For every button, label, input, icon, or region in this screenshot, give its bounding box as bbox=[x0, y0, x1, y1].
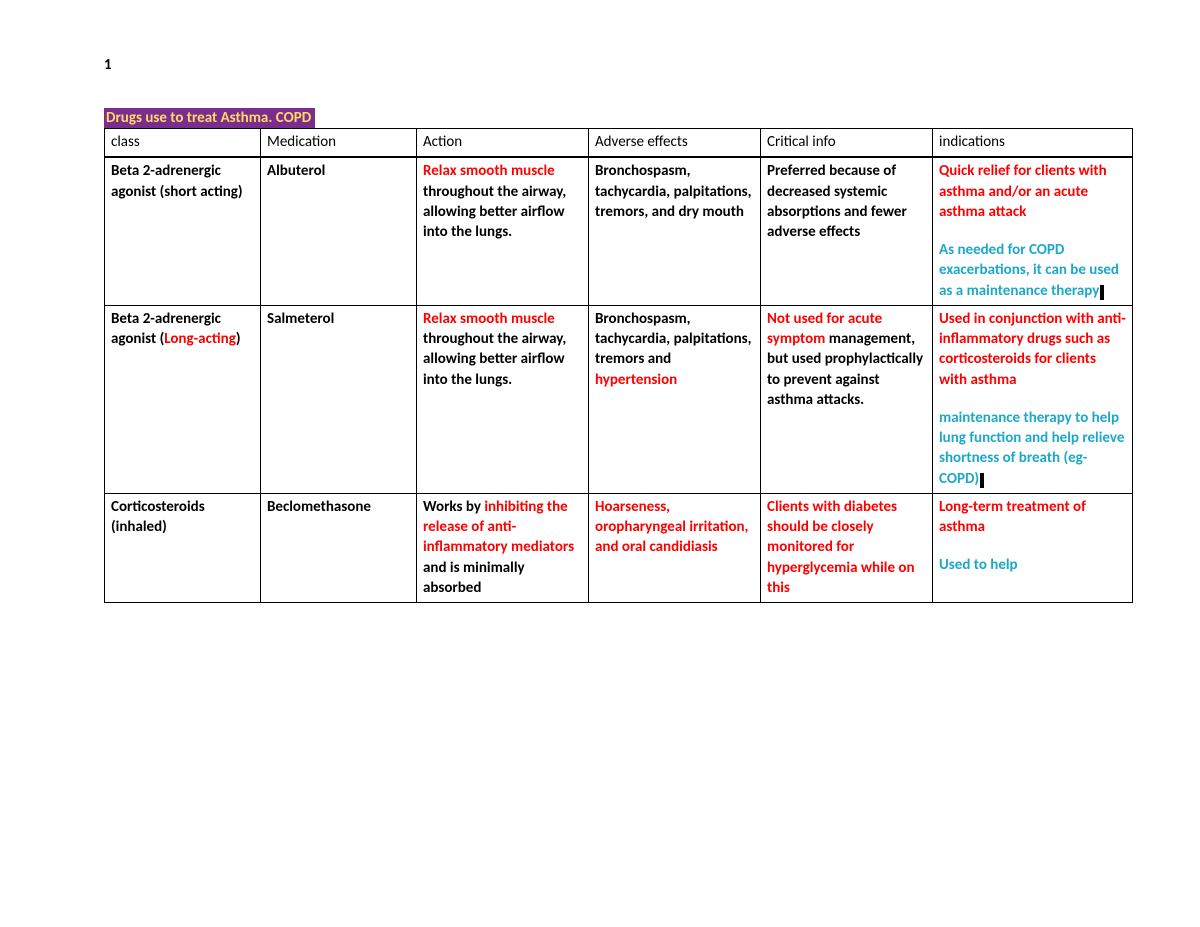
indication-secondary: maintenance therapy to help lung functio… bbox=[939, 408, 1126, 489]
text-run: throughout the airway, allowing better a… bbox=[423, 183, 566, 242]
cell-indications: Long-term treatment of asthma Used to hel… bbox=[933, 493, 1133, 602]
text-run: Bronchospasm, tachycardia, palpitations,… bbox=[595, 310, 752, 369]
text-run: hypertension bbox=[595, 371, 677, 389]
drug-table: class Medication Action Adverse effects … bbox=[104, 128, 1133, 603]
indication-secondary: As needed for COPD exacerbations, it can… bbox=[939, 240, 1126, 301]
cell-critical: Not used for acute symptom management, b… bbox=[761, 305, 933, 493]
col-medication: Medication bbox=[261, 129, 417, 158]
cell-medication: Beclomethasone bbox=[261, 493, 417, 602]
text-cursor-mark bbox=[980, 473, 984, 488]
cell-class: Corticosteroids (inhaled) bbox=[105, 493, 261, 602]
text-run: As needed for COPD exacerbations, it can… bbox=[939, 241, 1119, 300]
indication-primary: Quick relief for clients with asthma and… bbox=[939, 161, 1126, 222]
table-body: Beta 2-adrenergic agonist (short acting)… bbox=[105, 157, 1133, 602]
col-indications: indications bbox=[933, 129, 1133, 158]
indication-secondary: Used to help bbox=[939, 555, 1126, 575]
page-number: 1 bbox=[104, 56, 1136, 74]
cell-medication: Albuterol bbox=[261, 157, 417, 305]
col-class: class bbox=[105, 129, 261, 158]
col-adverse: Adverse effects bbox=[589, 129, 761, 158]
text-run: Corticosteroids (inhaled) bbox=[111, 498, 205, 536]
text-cursor-mark bbox=[1100, 285, 1104, 300]
text-run: Quick relief for clients with asthma and… bbox=[939, 162, 1107, 221]
text-run: Used in conjunction with anti-inflammato… bbox=[939, 310, 1126, 389]
header-row: class Medication Action Adverse effects … bbox=[105, 129, 1133, 158]
text-run: Beta 2-adrenergic agonist (short acting) bbox=[111, 162, 243, 200]
text-run: and is minimally absorbed bbox=[423, 559, 525, 597]
col-critical: Critical info bbox=[761, 129, 933, 158]
paragraph-gap bbox=[939, 537, 1126, 555]
cell-adverse: Hoarseness, oropharyngeal irritation, an… bbox=[589, 493, 761, 602]
cell-adverse: Bronchospasm, tachycardia, palpitations,… bbox=[589, 305, 761, 493]
text-run: Relax smooth muscle bbox=[423, 310, 555, 328]
paragraph-gap bbox=[939, 390, 1126, 408]
text-run: Clients with diabetes should be closely … bbox=[767, 498, 915, 597]
text-run: Relax smooth muscle bbox=[423, 162, 555, 180]
cell-indications: Quick relief for clients with asthma and… bbox=[933, 157, 1133, 305]
text-run: maintenance therapy to help lung functio… bbox=[939, 409, 1124, 488]
text-run: throughout the airway, allowing better a… bbox=[423, 330, 566, 389]
cell-class: Beta 2-adrenergic agonist (short acting) bbox=[105, 157, 261, 305]
text-run: Salmeterol bbox=[267, 310, 334, 328]
text-run: Preferred because of decreased systemic … bbox=[767, 162, 907, 241]
text-run: ) bbox=[236, 330, 241, 348]
paragraph-gap bbox=[939, 222, 1126, 240]
cell-indications: Used in conjunction with anti-inflammato… bbox=[933, 305, 1133, 493]
text-run: Long-acting bbox=[164, 330, 236, 348]
text-run: Used to help bbox=[939, 556, 1018, 574]
indication-primary: Long-term treatment of asthma bbox=[939, 497, 1126, 538]
text-run: Hoarseness, oropharyngeal irritation, an… bbox=[595, 498, 748, 557]
cell-critical: Clients with diabetes should be closely … bbox=[761, 493, 933, 602]
cell-action: Works by inhibiting the release of anti-… bbox=[417, 493, 589, 602]
document-page: 1 Drugs use to treat Asthma. COPD class … bbox=[0, 0, 1200, 927]
document-title: Drugs use to treat Asthma. COPD bbox=[104, 108, 315, 128]
cell-medication: Salmeterol bbox=[261, 305, 417, 493]
indication-primary: Used in conjunction with anti-inflammato… bbox=[939, 309, 1126, 390]
text-run: Beclomethasone bbox=[267, 498, 371, 516]
text-run: Bronchospasm, tachycardia, palpitations,… bbox=[595, 162, 752, 221]
text-run: Albuterol bbox=[267, 162, 325, 180]
text-run: Long-term treatment of asthma bbox=[939, 498, 1086, 536]
cell-critical: Preferred because of decreased systemic … bbox=[761, 157, 933, 305]
table-row: Beta 2-adrenergic agonist (Long-acting) S… bbox=[105, 305, 1133, 493]
table-row: Corticosteroids (inhaled) Beclomethasone W… bbox=[105, 493, 1133, 602]
cell-adverse: Bronchospasm, tachycardia, palpitations,… bbox=[589, 157, 761, 305]
cell-action: Relax smooth muscle throughout the airwa… bbox=[417, 305, 589, 493]
text-run: Works by bbox=[423, 498, 484, 516]
col-action: Action bbox=[417, 129, 589, 158]
cell-class: Beta 2-adrenergic agonist (Long-acting) bbox=[105, 305, 261, 493]
cell-action: Relax smooth muscle throughout the airwa… bbox=[417, 157, 589, 305]
table-row: Beta 2-adrenergic agonist (short acting)… bbox=[105, 157, 1133, 305]
